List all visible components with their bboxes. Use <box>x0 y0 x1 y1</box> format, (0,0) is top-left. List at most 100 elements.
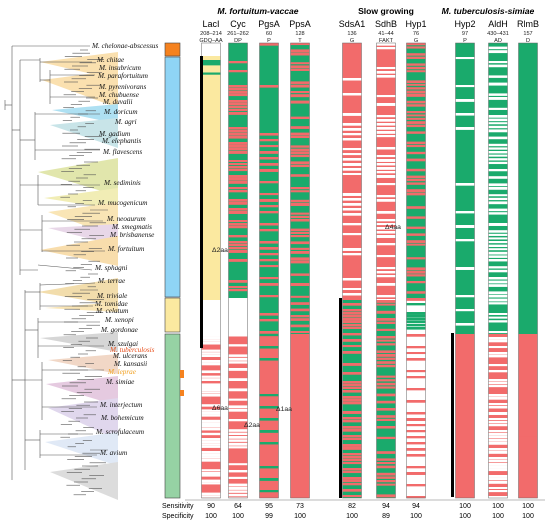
sensitivity-value: 100 <box>522 503 534 510</box>
species-label: M. simiae <box>105 378 135 386</box>
specificity-value: 100 <box>232 513 244 520</box>
species-label: M. xenopi <box>104 316 134 324</box>
gene-residues: AD <box>494 38 502 44</box>
species-label: M. parafortuitum <box>97 72 148 80</box>
sensitivity-value: 90 <box>207 503 215 510</box>
group-label: M. tuberculosis-simiae <box>442 6 535 16</box>
gene-name: Hyp2 <box>454 19 475 29</box>
species-label: M. gadium <box>98 130 130 138</box>
group-bar <box>339 298 342 498</box>
gene-position: 430–431 <box>487 31 509 37</box>
tree-branches <box>4 45 108 496</box>
species-label: M. celatum <box>95 307 128 315</box>
sensitivity-value: 94 <box>412 503 420 510</box>
gene-headers: LacI208–214GDQ–AACyc261–262DPPgsA60PPpsA… <box>199 19 539 44</box>
gene-name: Hyp1 <box>405 19 426 29</box>
gene-name: SdhB <box>375 19 397 29</box>
species-label: M. scrofulaceum <box>95 428 144 436</box>
gene-residues: P <box>267 38 271 44</box>
gene-residues: D <box>526 38 530 44</box>
gene-position: 136 <box>347 31 356 37</box>
gene-position: 76 <box>413 31 419 37</box>
specificity-value: 89 <box>382 513 390 520</box>
species-label: M. sphagni <box>94 264 127 272</box>
species-label: M. insubricum <box>98 64 141 72</box>
species-label: M. neoaurum <box>106 215 146 223</box>
species-label: M. tomidae <box>94 300 129 308</box>
species-label: M. fortuitum <box>107 245 144 253</box>
gene-residues: P <box>463 38 467 44</box>
species-label: M. kansasii <box>113 360 147 368</box>
sensitivity-value: 64 <box>234 503 242 510</box>
gene-residues: GDQ–AA <box>199 38 223 44</box>
specificity-value: 100 <box>459 513 471 520</box>
group-bars <box>200 56 454 498</box>
gene-name: PpsA <box>289 19 311 29</box>
gene-residues: G <box>350 38 354 44</box>
gene-name: PgsA <box>258 19 280 29</box>
species-label: M. agri <box>114 118 137 126</box>
species-label: M. ulcerans <box>112 352 148 360</box>
species-label: M. chubuense <box>98 91 140 99</box>
gene-name: SdsA1 <box>339 19 366 29</box>
specificity-value: 100 <box>410 513 422 520</box>
gene-position: 60 <box>266 31 272 37</box>
species-label: M. gordonae <box>100 326 139 334</box>
group-label: M. fortuitum-vaccae <box>217 6 298 16</box>
gene-position: 157 <box>523 31 532 37</box>
species-label: M. chitae <box>96 56 125 64</box>
sensitivity-label: Sensitivity <box>162 503 194 510</box>
species-label: M. duvalii <box>102 98 133 106</box>
gene-position: 41–44 <box>378 31 394 37</box>
specificity-value: 100 <box>346 513 358 520</box>
species-label: M. elephantis <box>101 137 141 145</box>
species-label: M. avium <box>99 449 127 457</box>
gene-residues: T <box>298 38 302 44</box>
sensitivity-value: 95 <box>265 503 273 510</box>
gene-name: AldH <box>488 19 508 29</box>
clade-strip <box>164 42 184 499</box>
gene-residues: G <box>414 38 418 44</box>
sensitivity-value: 94 <box>382 503 390 510</box>
deletion-label: Δ4aa <box>385 224 401 231</box>
species-label: M. mucogenicum <box>97 199 148 207</box>
group-headers: M. fortuitum-vaccae Slow growing M. tube… <box>217 6 534 16</box>
species-label: M. szulgai <box>107 340 138 348</box>
specificity-value: 99 <box>265 513 273 520</box>
gene-position: 128 <box>295 31 304 37</box>
species-label: M. brisbanense <box>109 231 155 239</box>
species-label: M. pyrenivorans <box>98 83 146 91</box>
deletion-label: Δ2aa <box>212 247 228 254</box>
species-label: M. triviale <box>96 292 128 300</box>
gene-name: LacI <box>202 19 219 29</box>
gene-name: RlmB <box>517 19 539 29</box>
gene-position: 261–262 <box>227 31 249 37</box>
gene-position: 208–214 <box>200 31 222 37</box>
gene-name: Cyc <box>230 19 246 29</box>
species-label: M. smegmatis <box>111 223 152 231</box>
deletion-label: Δ6aa <box>212 405 228 412</box>
species-label: M. bohemicum <box>100 414 144 422</box>
species-label: M. terrae <box>97 277 126 285</box>
stats-row: 90 100 64 100 95 99 73 100 82 100 94 89 94 100 100 100 1… <box>205 503 534 520</box>
species-label: M. chelonae-abscessus <box>91 42 158 50</box>
specificity-value: 100 <box>492 513 504 520</box>
species-label: M. leprae <box>107 368 137 376</box>
specificity-value: 100 <box>522 513 534 520</box>
species-label: M. sediminis <box>103 179 141 187</box>
group-bar <box>451 333 454 497</box>
sensitivity-value: 73 <box>296 503 304 510</box>
specificity-value: 100 <box>205 513 217 520</box>
sensitivity-value: 82 <box>348 503 356 510</box>
group-label: Slow growing <box>358 6 414 16</box>
deletion-label: Δ1aa <box>276 406 292 413</box>
species-label: M. flavescens <box>102 148 142 156</box>
deletion-annotations: Δ2aa Δ4aa Δ6aa Δ2aa Δ1aa <box>212 224 401 429</box>
group-bar <box>200 56 203 348</box>
specificity-label: Specificity <box>162 513 194 520</box>
species-label: M. interjectum <box>99 401 142 409</box>
deletion-label: Δ2aa <box>244 422 260 429</box>
